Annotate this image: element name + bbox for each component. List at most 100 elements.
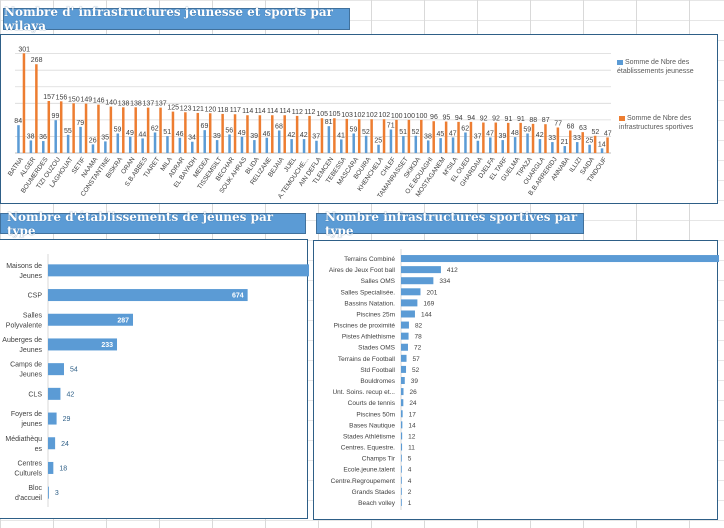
data-label: 17: [409, 411, 417, 418]
chart-title-etablissements: Nombre d'établissements de jeunes par ty…: [0, 210, 306, 238]
bar-infrastructures: [295, 115, 299, 153]
data-label-etablissements: 49: [238, 130, 246, 137]
data-label-infrastructures: 102: [366, 112, 378, 119]
data-label-infrastructures: 149: [80, 97, 92, 104]
data-label: 1: [408, 500, 412, 507]
bar: [401, 421, 403, 429]
bar-etablissements: [29, 140, 33, 153]
bar: [401, 487, 402, 495]
data-label-infrastructures: 114: [255, 108, 266, 115]
data-label-etablissements: 37: [312, 134, 320, 141]
bar-etablissements: [315, 140, 318, 153]
bar-infrastructures: [469, 121, 473, 153]
bar-infrastructures: [581, 132, 584, 153]
legend-swatch-blue: [617, 59, 623, 65]
data-label: 334: [439, 278, 450, 285]
data-label-infrastructures: 120: [205, 106, 217, 113]
bar-etablissements: [265, 137, 269, 153]
bar-etablissements: [290, 139, 293, 153]
bar-infrastructures: [519, 122, 522, 153]
data-label-etablissements: 42: [536, 132, 544, 139]
wilaya-chart-svg: 84301BATNA38268ALGER36157BOUMERDES99156T…: [7, 46, 612, 200]
category-label: Pistes Athlethisme: [342, 334, 395, 341]
category-label: es: [35, 446, 43, 453]
bar-etablissements: [128, 136, 132, 153]
bar-etablissements: [54, 120, 57, 153]
data-label-etablissements: 45: [436, 131, 444, 138]
data-label-etablissements: 46: [263, 131, 271, 138]
bar-infrastructures: [382, 119, 386, 153]
etablissements-chart-svg: Maisons deJeunes942CSP674SallesPolyvalen…: [2, 254, 309, 507]
bar-etablissements: [377, 144, 380, 153]
bar-etablissements: [240, 136, 244, 153]
bar-infrastructures: [283, 115, 286, 153]
bar-etablissements: [17, 125, 20, 153]
data-label-infrastructures: 140: [105, 100, 117, 107]
data-label: 57: [413, 356, 421, 363]
data-label: 169: [423, 300, 434, 307]
data-label-etablissements: 26: [89, 137, 97, 144]
bar-etablissements: [364, 135, 368, 153]
data-label-etablissements: 44: [138, 131, 146, 138]
data-label-infrastructures: 157: [43, 94, 55, 101]
chart-panel-sportives[interactable]: Terrains Combiné3807Aires de Jeux Foot b…: [313, 240, 719, 520]
data-label: 14: [408, 422, 416, 429]
data-label-infrastructures: 146: [93, 98, 105, 105]
category-label: Maisons de: [6, 263, 42, 270]
bar-etablissements: [228, 134, 231, 153]
bar-etablissements: [277, 130, 281, 153]
data-label-infrastructures: 121: [192, 106, 204, 113]
category-label: Beach volley: [358, 500, 396, 507]
data-label-etablissements: 39: [499, 133, 507, 140]
data-label-infrastructures: 102: [378, 112, 390, 119]
data-label: 82: [415, 323, 423, 330]
bar: [48, 363, 64, 376]
data-label-infrastructures: 105: [316, 111, 328, 118]
bar: [401, 332, 409, 340]
data-label-infrastructures: 268: [31, 57, 43, 64]
data-label-etablissements: 37: [474, 134, 482, 141]
data-label-infrastructures: 137: [155, 101, 167, 108]
data-label-infrastructures: 100: [403, 113, 415, 120]
data-label-infrastructures: 100: [391, 113, 403, 120]
bar-infrastructures: [47, 100, 51, 153]
data-label: 72: [414, 345, 422, 352]
legend-item-infrastructures: Somme de Nbre des infrastructures sporti…: [619, 114, 709, 132]
data-label-infrastructures: 123: [180, 105, 192, 112]
bar: [401, 465, 402, 473]
bar-infrastructures: [432, 121, 435, 153]
bar-infrastructures: [506, 122, 510, 153]
data-label-etablissements: 42: [287, 132, 295, 139]
data-label: 201: [426, 289, 437, 296]
data-label-infrastructures: 114: [279, 108, 290, 115]
chart-panel-wilaya[interactable]: 84 301 BATNA 38 268 ALGER 36 157 BOUMERDES 99 156 T…: [0, 34, 718, 204]
category-label: CLS: [28, 391, 42, 398]
data-label-etablissements: 59: [523, 126, 531, 133]
bar-infrastructures: [357, 119, 361, 153]
bar-infrastructures: [258, 115, 262, 153]
data-label: 26: [410, 389, 418, 396]
category-label: Std Football: [360, 367, 395, 374]
category-label: Culturels: [14, 470, 42, 477]
chart-panel-etablissements[interactable]: Maisons deJeunes942CSP674SallesPolyvalen…: [0, 239, 309, 519]
category-label: Piscines 25m: [356, 311, 395, 318]
data-label: 144: [421, 311, 432, 318]
data-label-etablissements: 38: [424, 133, 432, 140]
bar-etablissements: [327, 126, 331, 153]
data-label-etablissements: 52: [362, 129, 370, 136]
data-label-etablissements: 35: [101, 134, 109, 141]
bar: [401, 388, 404, 396]
legend-item-etablissements: Somme de Nbre des établissements jeuness…: [617, 58, 707, 76]
bar: [401, 354, 407, 362]
bar-etablissements: [253, 140, 256, 153]
bar-infrastructures: [593, 135, 597, 153]
bar-infrastructures: [146, 107, 150, 153]
bar-etablissements: [402, 136, 405, 153]
data-label-infrastructures: 301: [18, 46, 30, 53]
bar: [401, 377, 405, 384]
category-label: Salles: [23, 312, 43, 319]
data-label: 52: [412, 367, 420, 374]
data-label-etablissements: 51: [163, 129, 171, 136]
data-label-etablissements: 59: [350, 126, 358, 133]
bar-etablissements: [340, 139, 343, 153]
